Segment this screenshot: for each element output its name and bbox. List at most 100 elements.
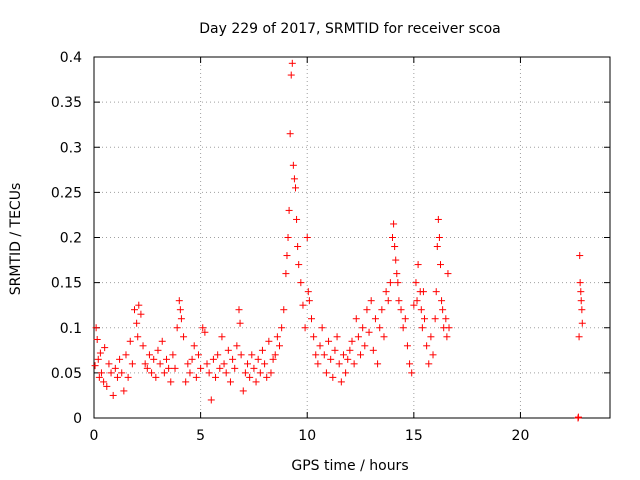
data-point (390, 220, 398, 228)
data-point (212, 373, 220, 381)
data-point (139, 342, 147, 350)
data-point (250, 364, 258, 372)
data-point (399, 324, 407, 332)
data-point (320, 351, 328, 359)
data-point (361, 342, 369, 350)
y-tick-label: 0.35 (51, 95, 82, 111)
data-point (287, 71, 295, 79)
data-point (283, 252, 291, 260)
data-point (352, 315, 360, 323)
data-point (207, 396, 215, 404)
data-point (395, 297, 403, 305)
data-point (222, 369, 230, 377)
x-tick-label: 20 (512, 428, 530, 444)
y-axis: 0 0.05 0.1 0.15 0.2 0.25 0.3 0.35 0.4 (51, 50, 610, 427)
data-point (92, 324, 100, 332)
data-point (109, 391, 117, 399)
data-point (337, 378, 345, 386)
data-point (229, 355, 237, 363)
data-point (288, 59, 296, 67)
data-point (413, 297, 421, 305)
grid (94, 57, 610, 418)
data-point (91, 362, 99, 370)
data-point (107, 369, 115, 377)
data-point (188, 355, 196, 363)
data-point (305, 297, 313, 305)
data-point (152, 373, 160, 381)
data-point (150, 355, 158, 363)
data-point (397, 306, 405, 314)
data-point (384, 297, 392, 305)
data-point (97, 369, 105, 377)
data-point (344, 355, 352, 363)
data-point (93, 335, 101, 343)
data-point (284, 234, 292, 241)
data-point (304, 288, 312, 296)
data-points (91, 59, 586, 422)
data-point (105, 360, 113, 368)
data-point (307, 315, 315, 323)
data-point (116, 355, 124, 363)
data-point (267, 369, 275, 377)
x-tick-label: 5 (196, 428, 205, 444)
data-point (280, 306, 288, 314)
data-point (401, 315, 409, 323)
data-point (290, 175, 298, 183)
data-point (201, 328, 209, 336)
data-point (299, 301, 307, 309)
data-point (436, 261, 444, 269)
data-point (162, 355, 170, 363)
data-point (141, 360, 149, 368)
data-point (190, 342, 198, 350)
y-tick-label: 0.25 (51, 185, 82, 201)
data-point (224, 346, 232, 354)
data-point (406, 360, 414, 368)
data-point (310, 333, 318, 341)
data-point (312, 351, 320, 359)
data-point (382, 288, 390, 296)
y-tick-label: 0 (73, 411, 82, 427)
data-point (389, 234, 397, 241)
data-point (165, 364, 173, 372)
data-point (133, 319, 141, 327)
data-point (145, 351, 153, 359)
data-point (239, 387, 247, 395)
data-point (113, 373, 121, 381)
data-point (289, 161, 297, 169)
data-point (429, 351, 437, 359)
data-point (180, 333, 188, 341)
data-point (235, 306, 243, 314)
data-point (128, 360, 136, 368)
data-point (111, 364, 119, 372)
data-point (578, 306, 586, 314)
data-point (403, 342, 411, 350)
y-tick-label: 0.2 (60, 231, 82, 247)
data-point (574, 413, 582, 421)
data-point (186, 369, 194, 377)
data-point (335, 360, 343, 368)
chart-title: Day 229 of 2017, SRMTID for receiver sco… (199, 21, 501, 37)
y-tick-label: 0.15 (51, 276, 82, 292)
data-point (575, 333, 583, 341)
data-point (118, 369, 126, 377)
data-point (286, 130, 294, 138)
data-point (94, 355, 102, 363)
data-point (100, 378, 108, 386)
data-point (431, 315, 439, 323)
data-point (342, 369, 350, 377)
data-point (282, 270, 290, 278)
data-point (380, 333, 388, 341)
data-point (101, 344, 109, 352)
data-point (357, 351, 365, 359)
data-point (417, 306, 425, 314)
data-point (135, 301, 143, 309)
data-point (103, 382, 111, 390)
data-point (348, 337, 356, 345)
data-point (314, 360, 322, 368)
data-point (258, 346, 266, 354)
data-point (350, 360, 358, 368)
data-point (333, 333, 341, 341)
data-point (194, 351, 202, 359)
data-point (171, 364, 179, 372)
